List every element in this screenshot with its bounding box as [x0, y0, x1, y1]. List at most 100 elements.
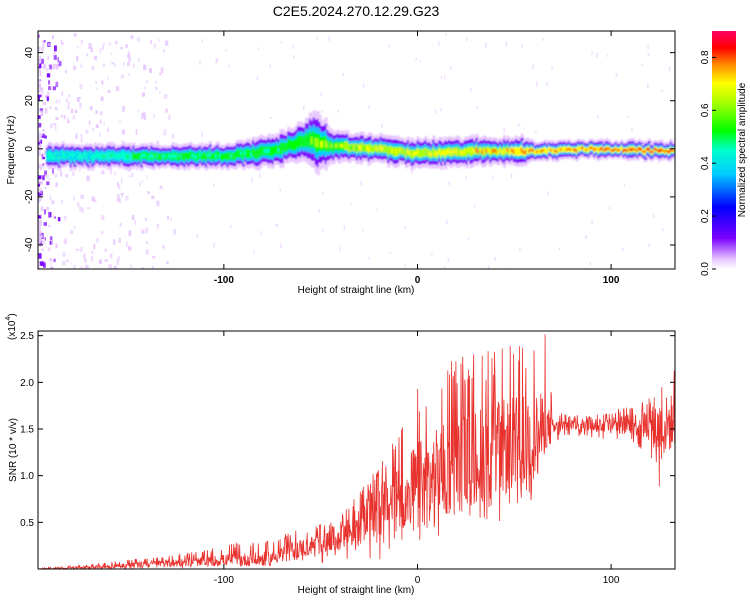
heatmap-noise-cell: [54, 125, 57, 131]
heatmap-band-cell: [547, 148, 552, 151]
heatmap-band-cell: [363, 146, 367, 151]
heatmap-band-cell: [563, 147, 567, 151]
heatmap-noise-cell: [648, 243, 650, 248]
heatmap-noise-cell: [115, 168, 119, 174]
heatmap-noise-cell: [102, 63, 106, 67]
heatmap-band-cell: [289, 142, 293, 147]
heatmap-band-cell: [255, 151, 259, 157]
heatmap-band-cell: [669, 148, 673, 152]
heatmap-band-cell: [381, 146, 385, 151]
heatmap-band-cell: [530, 148, 534, 152]
heatmap-noise-cell: [117, 182, 119, 186]
heatmap-band-cell: [353, 145, 358, 150]
heatmap-noise-cell: [54, 173, 58, 178]
y-tick-label: 20: [24, 95, 35, 107]
heatmap-noise-cell: [166, 261, 169, 265]
heatmap-band-cell: [526, 148, 530, 153]
heatmap-noise-cell: [259, 173, 261, 178]
heatmap-noise-cell: [156, 200, 160, 207]
heatmap-band-cell: [367, 146, 371, 152]
heatmap-band-cell: [463, 149, 467, 154]
heatmap-noise-cell: [92, 128, 95, 132]
heatmap-band-cell: [297, 138, 301, 145]
heatmap-noise-cell: [167, 215, 169, 220]
heatmap-noise-cell: [668, 66, 671, 72]
heatmap-noise-cell: [321, 228, 324, 233]
heatmap-noise-cell: [521, 44, 523, 48]
heatmap-noise-cell: [83, 253, 86, 259]
snr-scale-factor: (x104): [5, 313, 18, 340]
heatmap-noise-cell: [80, 133, 83, 137]
heatmap-noise-cell: [163, 129, 167, 136]
heatmap-noise-cell: [73, 264, 76, 269]
heatmap-noise-cell: [44, 237, 46, 241]
heatmap-noise-cell: [165, 40, 169, 46]
heatmap-noise-cell: [65, 51, 69, 56]
heatmap-band-cell: [91, 155, 95, 160]
heatmap-noise-cell: [532, 64, 534, 70]
heatmap-noise-cell: [411, 169, 413, 175]
heatmap-band-cell: [55, 153, 60, 158]
heatmap-noise-cell: [589, 261, 591, 266]
heatmap-band-cell: [138, 154, 142, 158]
heatmap-band-cell: [406, 149, 410, 154]
heatmap-band-cell: [136, 155, 140, 159]
heatmap-noise-cell: [368, 256, 370, 260]
heatmap-noise-cell: [68, 94, 71, 97]
heatmap-noise-cell: [146, 80, 148, 84]
spectrogram-y-axis-label: Frequency (Hz): [6, 116, 17, 185]
heatmap-band-cell: [259, 148, 263, 154]
spectrogram-x-axis-label: Height of straight line (km): [298, 285, 415, 296]
x-tick-label: 0: [415, 575, 421, 586]
heatmap-noise-cell: [55, 99, 58, 104]
heatmap-band-cell: [201, 155, 205, 159]
heatmap-band-cell: [479, 148, 483, 152]
heatmap-noise-cell: [172, 134, 174, 139]
heatmap-band-cell: [275, 146, 279, 152]
heatmap-noise-cell: [80, 170, 84, 174]
heatmap-noise-cell: [440, 75, 443, 79]
heatmap-band-cell: [579, 147, 583, 150]
heatmap-noise-cell: [360, 181, 363, 186]
heatmap-noise-cell: [75, 133, 78, 140]
heatmap-noise-cell: [103, 42, 105, 47]
heatmap-noise-cell: [99, 264, 103, 269]
heatmap-noise-cell: [39, 56, 41, 62]
heatmap-noise-cell: [381, 123, 383, 128]
heatmap-band-cell: [193, 154, 197, 158]
heatmap-noise-cell: [86, 53, 88, 57]
heatmap-noise-cell: [225, 49, 227, 52]
snr-scale-close: ): [7, 313, 18, 316]
heatmap-noise-cell: [169, 243, 173, 246]
heatmap-noise-cell: [108, 264, 112, 269]
heatmap-noise-cell: [72, 115, 75, 120]
heatmap-noise-cell: [53, 55, 57, 60]
heatmap-band-cell: [338, 144, 342, 150]
heatmap-band-cell: [608, 147, 612, 151]
heatmap-noise-cell: [138, 68, 141, 73]
heatmap-band-cell: [640, 148, 644, 151]
heatmap-noise-cell: [38, 79, 42, 83]
heatmap-band-cell: [244, 151, 248, 155]
heatmap-band-cell: [404, 151, 408, 156]
heatmap-band-cell: [97, 153, 101, 157]
heatmap-band-cell: [665, 149, 669, 152]
heatmap-band-cell: [644, 150, 648, 154]
heatmap-noise-cell: [503, 127, 505, 133]
heatmap-noise-cell: [55, 243, 58, 248]
heatmap-band-cell: [504, 149, 508, 153]
heatmap-noise-cell: [162, 245, 165, 249]
heatmap-noise-cell: [445, 33, 447, 36]
heatmap-noise-cell: [45, 174, 49, 179]
heatmap-band-cell: [471, 148, 475, 154]
heatmap-band-cell: [671, 149, 675, 152]
heatmap-band-cell: [250, 152, 254, 157]
heatmap-noise-cell: [467, 237, 470, 241]
spectrogram-panel: -100 0 100 -40 -20 0 20 40 Height of straight l…: [6, 30, 676, 296]
heatmap-noise-cell: [74, 109, 78, 113]
heatmap-noise-cell: [38, 149, 42, 152]
heatmap-band-cell: [418, 151, 422, 156]
heatmap-band-cell: [199, 153, 203, 157]
heatmap-band-cell: [387, 148, 391, 154]
heatmap-band-cell: [422, 150, 426, 155]
